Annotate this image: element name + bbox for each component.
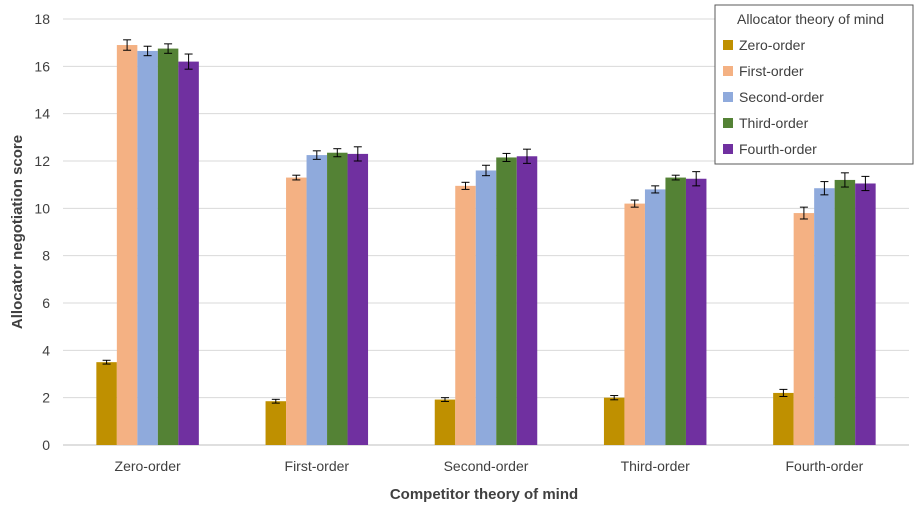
y-tick-label: 2 (42, 390, 50, 406)
x-axis-title: Competitor theory of mind (390, 486, 578, 503)
bar (603, 397, 625, 445)
legend-swatch (723, 92, 733, 102)
bar (434, 399, 456, 445)
x-tick-label: Second-order (444, 458, 529, 474)
y-tick-label: 12 (34, 153, 50, 169)
y-axis-title: Allocator negotiation score (9, 135, 26, 329)
bar (814, 188, 835, 445)
bar (685, 178, 707, 445)
legend: Allocator theory of mind Zero-order First… (714, 4, 914, 165)
legend-swatch (723, 40, 733, 50)
bar (455, 185, 476, 445)
bar (116, 45, 138, 446)
bar (855, 183, 876, 445)
x-tick-label: Fourth-order (785, 458, 863, 474)
bar (793, 213, 815, 445)
bar (306, 155, 328, 446)
y-tick-label: 16 (34, 58, 50, 74)
legend-label: Second-order (739, 89, 824, 105)
bar (286, 177, 307, 446)
bar (516, 156, 538, 445)
x-tick-label: Zero-order (115, 458, 181, 474)
bar (624, 203, 645, 445)
error-bars (102, 39, 870, 404)
bar (157, 48, 179, 445)
legend-swatch (723, 144, 733, 154)
bar (347, 153, 369, 445)
y-tick-label: 6 (42, 295, 50, 311)
bar (665, 177, 686, 446)
y-tick-label: 10 (34, 200, 50, 216)
bar (773, 392, 794, 445)
bar (137, 50, 158, 445)
y-tick-label: 18 (34, 11, 50, 27)
bar (178, 61, 199, 445)
bar-series (96, 45, 876, 446)
bar (496, 157, 517, 445)
bar (327, 152, 348, 445)
y-tick-label: 0 (42, 437, 50, 453)
bar (644, 189, 666, 445)
y-tick-label: 8 (42, 248, 50, 264)
bar (265, 401, 287, 445)
x-tick-label: First-order (285, 458, 350, 474)
y-axis-tick-labels: 0 2 4 6 8 10 12 14 16 18 (34, 11, 50, 453)
legend-swatch (723, 66, 733, 76)
legend-label: Third-order (739, 115, 809, 131)
x-axis-tick-labels: Zero-order First-order Second-order Third-o… (115, 458, 864, 474)
bar (96, 362, 117, 445)
bar (834, 179, 856, 445)
legend-label: First-order (739, 63, 804, 79)
legend-label: Fourth-order (739, 141, 817, 157)
legend-swatch (723, 118, 733, 128)
legend-box (714, 4, 914, 165)
x-tick-label: Third-order (621, 458, 691, 474)
legend-title: Allocator theory of mind (737, 11, 884, 27)
y-tick-label: 14 (34, 106, 50, 122)
legend-label: Zero-order (739, 37, 805, 53)
bar (475, 170, 497, 445)
legend-items: Zero-order First-order Second-order Third-o… (723, 37, 824, 157)
y-tick-label: 4 (42, 342, 50, 358)
